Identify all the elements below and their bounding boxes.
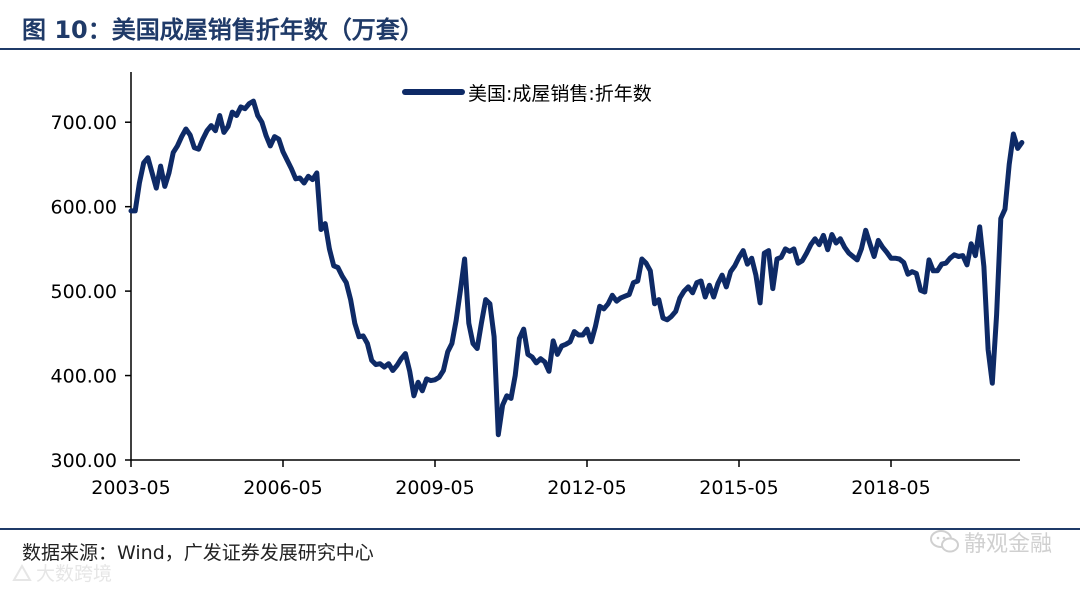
watermark-right-text: 静观金融 (964, 532, 1053, 557)
y-axis: 300.00 400.00 500.00 600.00 700.00 (51, 72, 132, 472)
footer-rule (0, 528, 1080, 530)
y-tick-label: 300.00 (51, 450, 117, 472)
figure-title: 图 10：美国成屋销售折年数（万套） (22, 16, 424, 44)
x-tick-label: 2012-05 (547, 477, 626, 499)
series-line (128, 98, 1025, 438)
source-note: 数据来源：Wind，广发证券发展研究中心 (22, 542, 374, 564)
x-tick-label: 2018-05 (851, 477, 930, 499)
y-tick-label: 400.00 (51, 366, 117, 388)
x-tick-label: 2009-05 (395, 477, 474, 499)
watermark-left: 大数跨境 (10, 559, 112, 586)
watermark-left-text: 大数跨境 (36, 563, 113, 585)
x-tick-label: 2003-05 (91, 477, 170, 499)
header: 图 10：美国成屋销售折年数（万套） (0, 0, 1080, 50)
legend: 美国:成屋销售:折年数 (402, 83, 652, 105)
title-rule (0, 48, 1080, 50)
x-tick-label: 2015-05 (699, 477, 778, 499)
logo-icon (12, 563, 32, 581)
wechat-icon (930, 530, 959, 553)
y-tick-label: 500.00 (51, 281, 117, 303)
y-tick-label: 600.00 (51, 197, 117, 219)
x-axis: 2003-05 2006-05 2009-05 2012-05 2015-05 2018-… (91, 459, 1020, 499)
legend-label: 美国:成屋销售:折年数 (468, 83, 652, 105)
y-tick-label: 700.00 (51, 112, 117, 134)
watermark-right: 静观金融 (930, 526, 1052, 558)
x-tick-label: 2006-05 (243, 477, 322, 499)
